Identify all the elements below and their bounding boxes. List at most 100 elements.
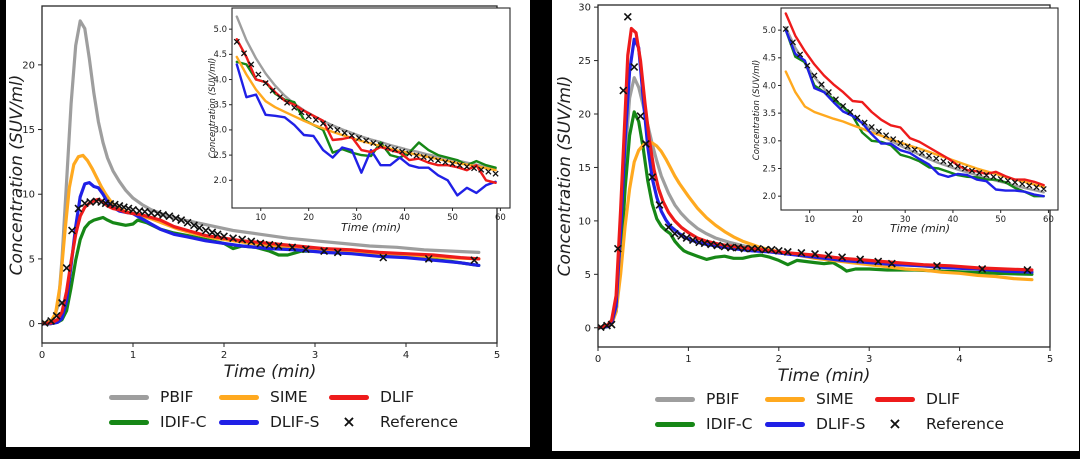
x-tick-label: 30 bbox=[900, 215, 911, 225]
left-x-axis-label: Time (min) bbox=[224, 362, 317, 382]
pbif-line-swatch-icon bbox=[655, 396, 695, 402]
y-tick-label: 5 bbox=[29, 254, 35, 265]
left-legend: PBIF SIME DLIF IDIF-C DLIF-S × Reference bbox=[109, 388, 458, 431]
inset-axes: 10 20 30 40 50 60 2.0 2.5 3.0 3.5 4.0 4.5 5.0 bbox=[213, 7, 511, 223]
x-tick-label: 10 bbox=[804, 215, 815, 225]
sime-line-swatch-icon bbox=[765, 396, 805, 402]
x-tick-label: 40 bbox=[948, 215, 959, 225]
legend-item-idif-c: IDIF-C bbox=[109, 413, 219, 431]
y-tick-label: 2.0 bbox=[762, 192, 776, 202]
x-tick-label: 4 bbox=[403, 350, 409, 361]
series-line-sime bbox=[598, 140, 1034, 330]
y-tick-label: 0 bbox=[585, 323, 591, 334]
x-tick-label: 2 bbox=[776, 354, 782, 365]
y-tick-label: 3.5 bbox=[762, 109, 776, 119]
y-tick-label: 2.0 bbox=[213, 176, 227, 186]
right-inset-x-axis-label: Time (min) bbox=[890, 222, 950, 235]
y-tick-label: 20 bbox=[22, 60, 35, 71]
y-tick-label: 30 bbox=[578, 3, 591, 14]
y-tick-label: 5 bbox=[585, 270, 591, 281]
legend-item-idif-c: IDIF-C bbox=[655, 415, 765, 433]
inset-axes: 10 20 30 40 50 60 2.0 2.5 3.0 3.5 4.0 4.5 5.0 bbox=[762, 7, 1059, 225]
figure-panel-right: 0 1 2 3 4 5 0 5 10 15 20 25 30 10 20 30 40 50 60 2.0 2.5 3.0 3… bbox=[552, 0, 1079, 451]
legend-label: Reference bbox=[380, 413, 459, 431]
reference-x-markers bbox=[598, 12, 1032, 332]
x-tick-label: 50 bbox=[447, 213, 458, 223]
legend-item-reference: × Reference bbox=[875, 415, 1004, 433]
legend-label: DLIF-S bbox=[270, 413, 320, 431]
reference-x-markers bbox=[233, 38, 499, 177]
y-tick-label: 3.5 bbox=[213, 101, 227, 111]
legend-label: IDIF-C bbox=[160, 413, 207, 431]
legend-item-dlif: DLIF bbox=[875, 390, 1004, 408]
x-tick-label: 3 bbox=[312, 350, 318, 361]
idif-c-line-swatch-icon bbox=[655, 421, 695, 427]
legend-item-sime: SIME bbox=[765, 390, 875, 408]
y-tick-label: 2.5 bbox=[213, 151, 227, 161]
x-tick-label: 40 bbox=[399, 213, 410, 223]
left-y-axis-label: Concentration (SUV/ml) bbox=[7, 75, 27, 276]
y-tick-label: 5.0 bbox=[213, 25, 227, 35]
y-tick-label: 4.0 bbox=[762, 81, 776, 91]
x-tick-label: 60 bbox=[1043, 215, 1054, 225]
x-tick-label: 1 bbox=[130, 350, 136, 361]
x-tick-label: 10 bbox=[255, 213, 266, 223]
legend-item-pbif: PBIF bbox=[655, 390, 765, 408]
y-tick-label: 10 bbox=[22, 190, 35, 201]
left-inset-x-axis-label: Time (min) bbox=[341, 221, 401, 234]
legend-label: DLIF bbox=[926, 390, 961, 408]
reference-x-markers bbox=[782, 25, 1047, 193]
series-line-dlif-s bbox=[235, 63, 497, 197]
legend-label: Reference bbox=[926, 415, 1005, 433]
legend-label: DLIF bbox=[380, 388, 415, 406]
y-tick-label: 4.0 bbox=[213, 75, 227, 85]
right-y-axis-label: Concentration (SUV/ml) bbox=[555, 76, 575, 277]
y-tick-label: 3.0 bbox=[762, 137, 776, 147]
sime-line-swatch-icon bbox=[219, 394, 259, 400]
series-line-sime bbox=[784, 70, 1045, 188]
series-line-idif-c bbox=[598, 110, 1034, 330]
series-line-dlif bbox=[42, 197, 481, 326]
x-tick-label: 1 bbox=[685, 354, 691, 365]
y-tick-label: 3.0 bbox=[213, 126, 227, 136]
y-tick-label: 5.0 bbox=[762, 26, 776, 36]
series-line-dlif-s bbox=[784, 28, 1045, 198]
legend-item-sime: SIME bbox=[219, 388, 329, 406]
x-tick-label: 60 bbox=[495, 213, 506, 223]
x-tick-label: 3 bbox=[866, 354, 872, 365]
legend-label: PBIF bbox=[706, 390, 740, 408]
x-tick-label: 50 bbox=[995, 215, 1006, 225]
legend-item-dlif-s: DLIF-S bbox=[219, 413, 329, 431]
idif-c-line-swatch-icon bbox=[109, 419, 149, 425]
right-legend: PBIF SIME DLIF IDIF-C DLIF-S × Reference bbox=[655, 390, 1004, 433]
legend-label: SIME bbox=[816, 390, 854, 408]
pbif-line-swatch-icon bbox=[109, 394, 149, 400]
y-tick-label: 15 bbox=[22, 125, 35, 136]
reference-x-marker-icon: × bbox=[342, 412, 356, 431]
series-line-sime bbox=[235, 55, 497, 172]
axes-frame bbox=[231, 7, 511, 209]
y-tick-label: 4.5 bbox=[213, 50, 227, 60]
x-tick-label: 30 bbox=[351, 213, 362, 223]
x-tick-label: 0 bbox=[595, 354, 601, 365]
y-tick-label: 15 bbox=[578, 163, 591, 174]
y-tick-label: 0 bbox=[29, 319, 35, 330]
legend-item-dlif: DLIF bbox=[329, 388, 458, 406]
y-tick-label: 20 bbox=[578, 110, 591, 121]
x-tick-label: 0 bbox=[39, 350, 45, 361]
y-tick-label: 2.5 bbox=[762, 164, 776, 174]
legend-label: IDIF-C bbox=[706, 415, 753, 433]
y-tick-label: 4.5 bbox=[762, 54, 776, 64]
reference-x-markers bbox=[42, 197, 479, 327]
x-tick-label: 20 bbox=[852, 215, 863, 225]
inset-background bbox=[781, 8, 1058, 210]
legend-item-pbif: PBIF bbox=[109, 388, 219, 406]
dlif-s-line-swatch-icon bbox=[765, 421, 805, 427]
legend-item-dlif-s: DLIF-S bbox=[765, 415, 875, 433]
